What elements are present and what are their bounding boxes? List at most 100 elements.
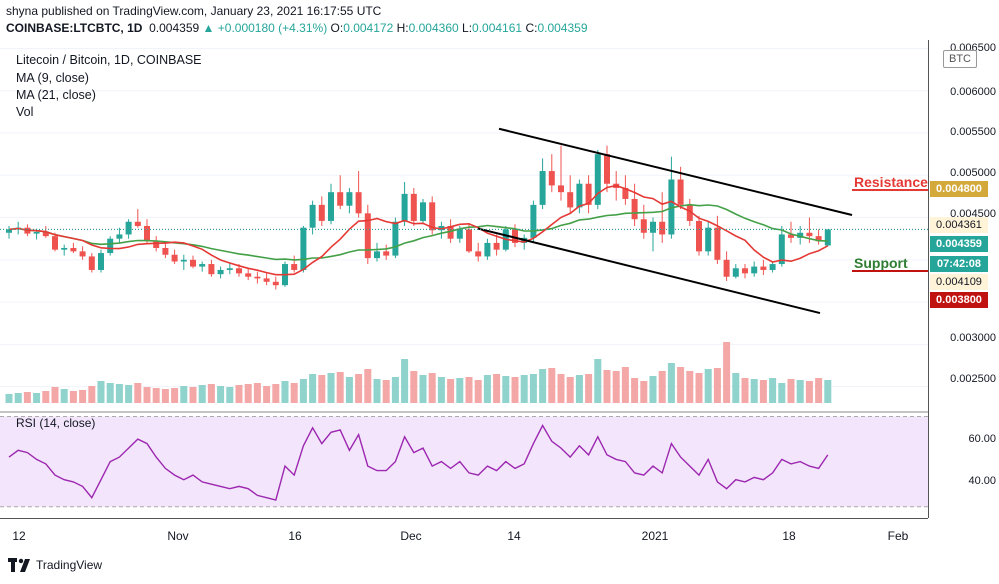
candle-body [171,254,178,262]
volume-bar [401,359,409,403]
volume-bar [382,380,390,403]
volume-bar [539,369,547,403]
candle-body [806,232,813,237]
volume-bar [272,384,280,403]
price-axis[interactable]: 0.006500 0.006000 0.005500 0.005000 0.00… [928,40,999,518]
volume-bar [115,384,123,403]
candle-body [374,251,380,259]
volume-bar [97,381,105,403]
symbol: COINBASE:LTCBTC, 1D [6,21,143,35]
volume-bar [493,374,501,403]
candle-body [107,238,114,254]
volume-bar [33,393,41,403]
open-label: O: [330,21,344,35]
candle-body [429,202,436,231]
volume-bar [447,379,455,403]
volume-bar [640,381,648,403]
volume-bar [815,378,823,403]
candle-body [125,221,132,235]
candle-body [180,259,187,262]
volume-bar [732,373,740,403]
legend-ma21[interactable]: MA (21, close) [16,88,96,102]
time-tick: Nov [167,529,189,543]
candle-body [659,221,666,235]
price-chart[interactable] [0,40,928,518]
high-price-badge: 0.004361 [930,217,988,233]
volume-bar [787,379,795,403]
time-axis[interactable]: 12 Nov 16 Dec 14 2021 18 Feb [0,518,928,547]
candle-body [456,229,463,239]
candle-body [714,227,721,260]
candle-body [484,242,491,257]
legend-rsi[interactable]: RSI (14, close) [16,416,96,430]
candle-body [254,276,261,279]
candle-body [153,241,160,248]
candle-body [61,247,68,250]
low-price-badge: 0.004109 [930,274,988,290]
volume-bar [769,378,777,403]
candle-body [42,231,49,237]
candle-body [788,234,794,238]
volume-bar [355,374,363,403]
volume-bar [253,383,261,403]
resistance-label: Resistance [854,174,928,190]
candle-body [383,251,390,256]
ma21-line [8,203,828,261]
candle-body [88,256,95,270]
channel-upper-line [498,127,853,216]
candle-body [466,229,472,252]
rsi-band [0,416,928,507]
rsi-tick: 60.00 [968,433,996,445]
countdown-badge: 07:42:08 [930,256,988,272]
low-label: L: [462,21,473,35]
time-tick: 16 [288,529,302,543]
candle-body [760,266,767,270]
candle-body [401,193,408,222]
candle-body [291,264,298,270]
candle-body [751,266,758,274]
candle-body [392,221,399,256]
descending-channel [477,127,853,315]
candle-body [650,221,656,233]
price-tick: 0.005500 [950,126,996,138]
volume-bar [152,388,160,403]
volume-bar [428,373,436,403]
candle-body [300,227,307,270]
volume-bar [290,383,298,403]
candle-body [548,171,555,186]
volume-bar [373,379,381,403]
candle-body [475,251,482,257]
candle-body [144,226,150,242]
volume-bar [327,373,335,403]
volume-bar [759,380,767,403]
last-price: 0.004359 [149,21,200,35]
volume-bar [456,378,464,403]
volume-bar [621,367,629,403]
volume-bar [171,388,179,403]
high-label: H: [396,21,409,35]
currency-button[interactable]: BTC [943,50,977,68]
candle-body [208,264,215,275]
price-tick: 0.002500 [950,373,996,385]
candle-body [236,268,242,274]
volume-bar [511,377,519,403]
close-value: 0.004359 [537,21,588,35]
legend-ma9[interactable]: MA (9, close) [16,71,89,85]
volume-bar [658,371,666,403]
volume-bar [557,374,565,403]
footer-brand[interactable]: TradingView [8,558,102,572]
candle-body [493,242,500,250]
volume-bar [594,359,602,403]
candle-body [742,268,748,274]
volume-bar [713,368,721,403]
candle-body [162,247,169,255]
publisher-line: shyna published on TradingView.com, Janu… [6,4,382,18]
legend-vol[interactable]: Vol [16,105,34,119]
candle-body [778,234,785,265]
volume-bar [520,375,528,403]
candle-body [328,192,334,221]
volume-bar [824,380,832,403]
high-value: 0.004360 [408,21,459,35]
volume-bar [419,375,427,403]
volume-bar [649,376,657,403]
